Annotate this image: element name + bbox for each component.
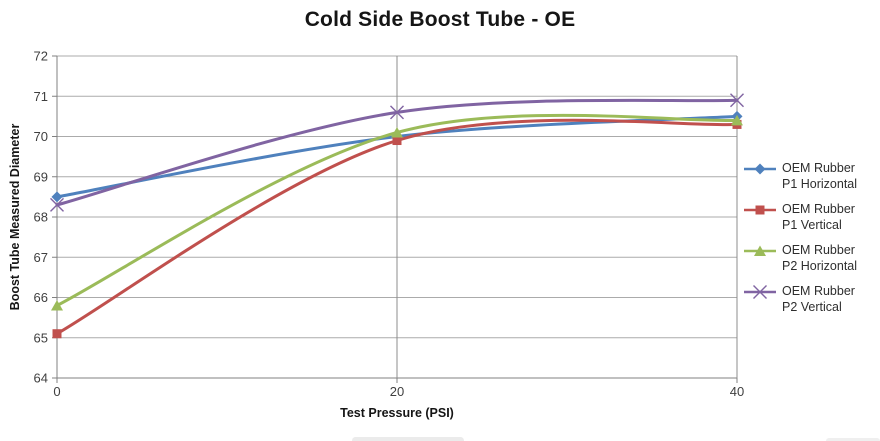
diamond-marker-icon	[754, 163, 766, 175]
legend-item-oem-rubber-p2-horizontal: OEM Rubber P2 Horizontal	[743, 243, 857, 274]
y-tick-label: 68	[34, 210, 48, 225]
triangle-marker-icon	[731, 114, 743, 126]
square-marker-icon	[392, 136, 402, 146]
series-oem-rubber-p2-horizontal	[51, 113, 743, 311]
x-tick-label: 20	[390, 384, 404, 399]
chart-title: Cold Side Boost Tube - OE	[304, 8, 576, 31]
y-tick-label: 71	[34, 89, 48, 104]
x-tick-label: 0	[53, 384, 60, 399]
legend-square-marker-icon	[744, 205, 776, 215]
x-marker-icon	[753, 285, 767, 299]
y-tick-label: 64	[34, 371, 48, 386]
legend-x-marker-icon	[744, 285, 776, 299]
legend-triangle-marker-icon	[744, 245, 776, 256]
legend-item-oem-rubber-p2-vertical: OEM Rubber P2 Vertical	[743, 284, 857, 315]
y-tick-label: 66	[34, 290, 48, 305]
y-tick-label: 70	[34, 129, 48, 144]
square-marker-icon	[755, 205, 765, 215]
x-axis-title: Test Pressure (PSI)	[340, 406, 454, 420]
legend-item-oem-rubber-p1-vertical: OEM Rubber P1 Vertical	[743, 202, 857, 233]
triangle-marker-icon	[754, 245, 766, 256]
y-tick-label: 67	[34, 250, 48, 265]
legend-label: OEM Rubber P1 Vertical	[782, 202, 855, 232]
y-tick-label: 69	[34, 169, 48, 184]
triangle-marker-icon	[391, 126, 403, 138]
cropped-ui-fragment-bottom-right	[826, 438, 880, 441]
y-tick-label: 72	[34, 49, 48, 64]
legend-diamond-marker-icon	[744, 163, 776, 175]
x-marker-icon	[50, 197, 64, 212]
x-tick-label: 40	[730, 384, 744, 399]
legend-label: OEM Rubber P1 Horizontal	[782, 161, 858, 191]
square-marker-icon	[52, 329, 62, 339]
triangle-marker-icon	[51, 300, 63, 311]
legend-label: OEM Rubber P2 Horizontal	[782, 243, 858, 273]
series-oem-rubber-p2-vertical	[50, 93, 744, 212]
legend: OEM Rubber P1 Horizontal OEM Rubber P1 Vert…	[743, 161, 857, 315]
x-marker-icon	[390, 105, 404, 120]
legend-label: OEM Rubber P2 Vertical	[782, 284, 855, 314]
cropped-ui-fragment-bottom-center	[352, 437, 464, 441]
x-marker-icon	[730, 93, 744, 108]
y-tick-label: 65	[34, 330, 48, 345]
diamond-marker-icon	[51, 191, 63, 203]
legend-item-oem-rubber-p1-horizontal: OEM Rubber P1 Horizontal	[743, 161, 857, 192]
